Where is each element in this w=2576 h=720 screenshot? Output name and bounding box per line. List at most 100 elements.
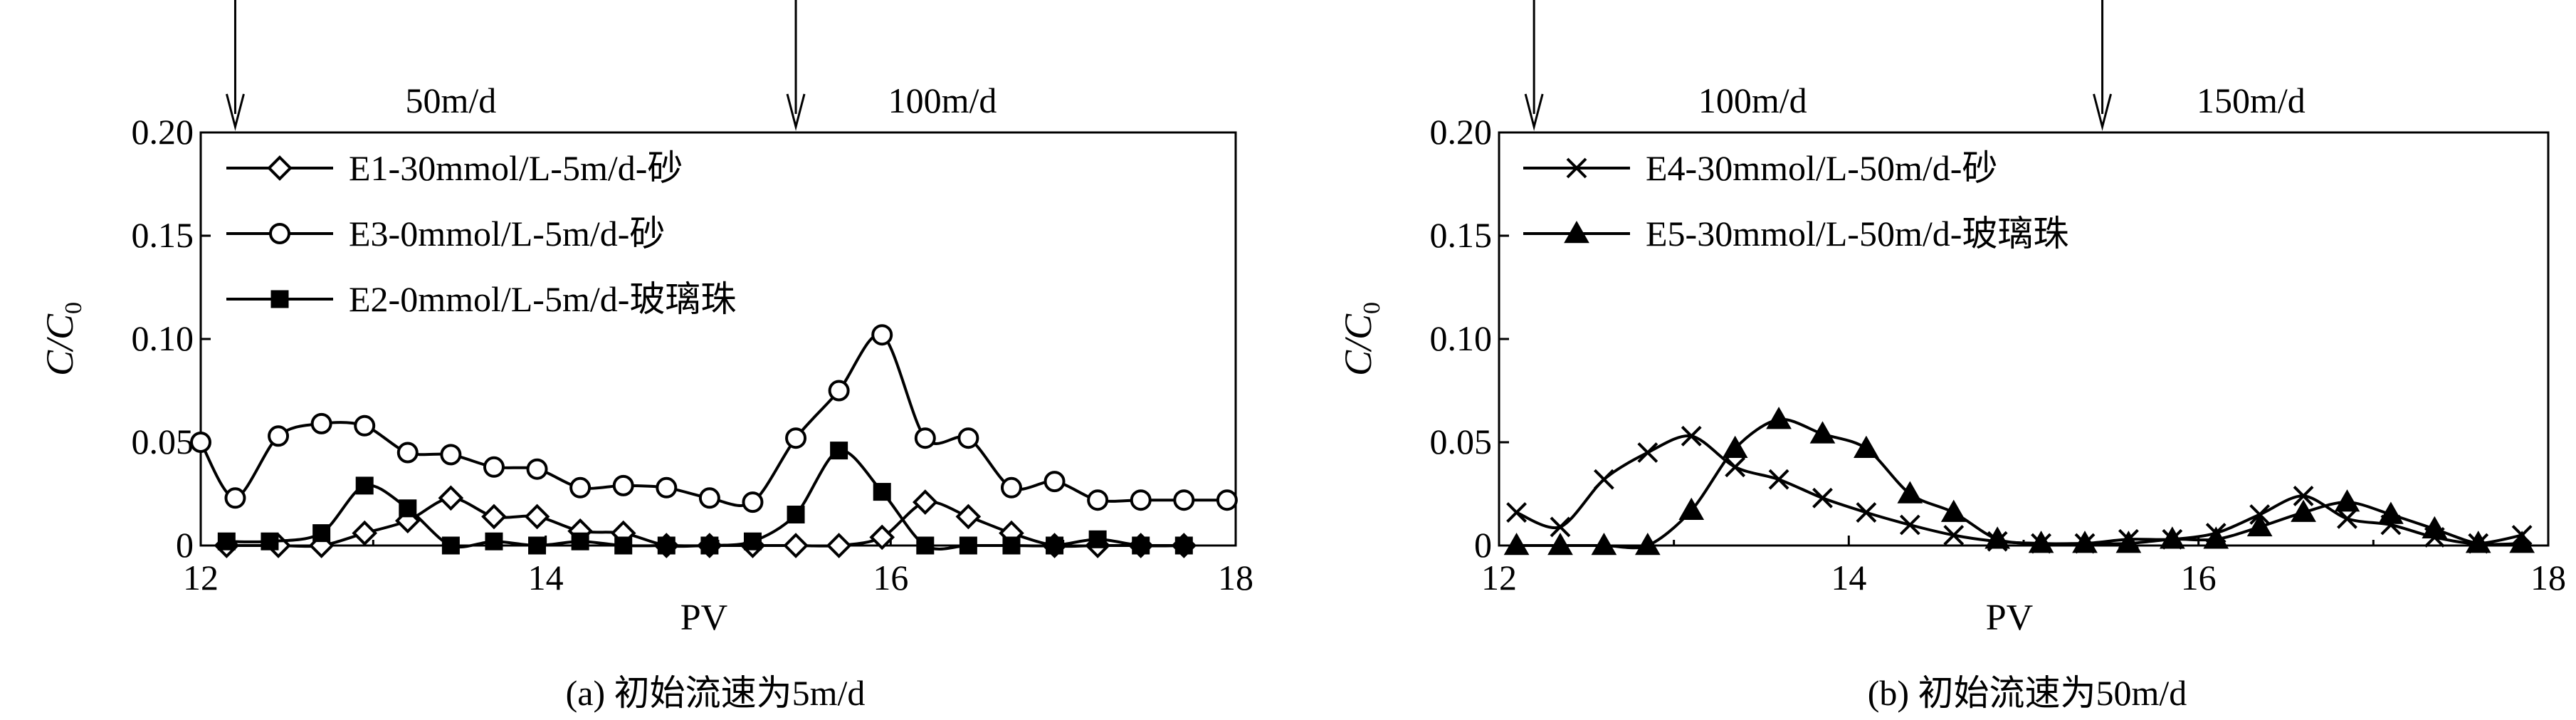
x-tick-label: 12 xyxy=(1481,558,1517,598)
data-point xyxy=(1725,456,1746,478)
y-tick-label: 0 xyxy=(1474,525,1492,565)
arrow-head xyxy=(1524,93,1544,131)
data-point xyxy=(2378,501,2404,524)
data-point xyxy=(224,487,246,509)
data-point xyxy=(569,476,592,499)
data-point xyxy=(190,432,211,453)
data-point xyxy=(571,532,589,551)
flow-rate-annotation: 50m/d xyxy=(405,80,496,120)
legend-label: E1-30mmol/L-5m/d-砂 xyxy=(349,148,683,188)
data-point xyxy=(438,485,464,511)
data-point xyxy=(1812,487,1833,508)
data-point xyxy=(261,532,279,551)
data-point xyxy=(1854,435,1879,458)
y-tick-label: 0.10 xyxy=(1430,318,1493,358)
data-point xyxy=(2465,531,2491,553)
data-point xyxy=(528,536,547,555)
data-point xyxy=(1000,476,1022,499)
data-point xyxy=(1174,536,1193,555)
legend-entry: E2-0mmol/L-5m/d-玻璃珠 xyxy=(226,279,736,319)
plot-frame xyxy=(1498,131,2550,547)
x-axis-label: PV xyxy=(1986,598,2033,638)
panel-caption: (b) 初始流速为50m/d xyxy=(1868,673,2187,713)
y-axis-label-sub: 0 xyxy=(61,302,87,314)
data-point xyxy=(1591,532,1617,555)
data-point xyxy=(526,458,548,480)
y-axis-label-main: C/C xyxy=(38,313,81,376)
data-point xyxy=(1678,497,1705,520)
legend-entry: E1-30mmol/L-5m/d-砂 xyxy=(226,148,683,188)
data-point xyxy=(1899,514,1920,536)
data-point xyxy=(2072,531,2098,553)
flow-rate-annotation: 150m/d xyxy=(2197,80,2306,120)
data-point xyxy=(1984,526,2011,549)
y-tick-label: 0.15 xyxy=(132,215,194,255)
data-point xyxy=(2203,526,2229,549)
data-point xyxy=(2028,531,2054,553)
data-point xyxy=(1637,442,1658,463)
y-tick-label: 0.15 xyxy=(1430,215,1493,255)
series-line xyxy=(1516,417,2523,550)
data-point xyxy=(1809,421,1836,444)
arrow-head xyxy=(226,93,245,131)
x-tick-label: 18 xyxy=(1218,558,1253,598)
data-point xyxy=(440,444,462,466)
y-axis-label-sub: 0 xyxy=(1359,302,1385,314)
data-point xyxy=(959,536,977,555)
data-point xyxy=(828,380,850,402)
arrow-head xyxy=(2093,93,2113,131)
legend-marker xyxy=(1566,157,1587,179)
legend-marker xyxy=(270,290,289,308)
data-point xyxy=(2159,526,2185,549)
legend-marker xyxy=(269,223,290,244)
data-point xyxy=(2291,499,2316,522)
data-point xyxy=(700,536,719,555)
data-point xyxy=(783,533,809,558)
data-point xyxy=(912,489,938,515)
data-point xyxy=(1722,435,1748,458)
data-point xyxy=(656,476,678,499)
data-point xyxy=(1547,532,1573,555)
data-point xyxy=(1681,425,1702,447)
data-point xyxy=(310,412,332,434)
data-point xyxy=(1593,469,1614,490)
data-point xyxy=(1043,471,1066,493)
flow-rate-annotation: 100m/d xyxy=(1698,80,1807,120)
series-line xyxy=(1515,434,2523,546)
data-point xyxy=(914,427,936,449)
data-point xyxy=(614,536,633,555)
series-circle xyxy=(190,324,1238,513)
data-point xyxy=(787,506,805,523)
data-point xyxy=(2115,531,2142,553)
y-tick-label: 0.10 xyxy=(132,318,194,358)
data-point xyxy=(268,425,290,447)
flow-rate-annotation: 100m/d xyxy=(888,80,997,120)
data-point xyxy=(524,504,550,530)
data-point xyxy=(785,427,807,449)
data-point xyxy=(657,536,675,555)
data-point xyxy=(916,536,935,555)
data-point xyxy=(441,536,460,555)
data-point xyxy=(742,491,764,513)
data-point xyxy=(1766,407,1792,429)
y-tick-label: 0.05 xyxy=(1430,422,1493,461)
data-point xyxy=(743,532,762,551)
data-point xyxy=(2293,485,2314,506)
y-tick-label: 0.20 xyxy=(132,112,194,152)
data-point xyxy=(869,524,895,551)
legend-label: E4-30mmol/L-50m/d-砂 xyxy=(1646,148,1997,188)
series-line xyxy=(199,333,1227,507)
series-triangle xyxy=(1503,407,2535,555)
data-point xyxy=(396,442,419,464)
data-point xyxy=(612,474,634,496)
data-point xyxy=(1088,530,1107,548)
y-tick-label: 0.05 xyxy=(132,422,194,461)
data-point xyxy=(352,520,378,546)
series-cross xyxy=(1506,425,2533,554)
data-point xyxy=(1087,489,1109,511)
data-point xyxy=(217,532,236,551)
data-point xyxy=(2422,516,2448,539)
data-point xyxy=(485,532,503,551)
